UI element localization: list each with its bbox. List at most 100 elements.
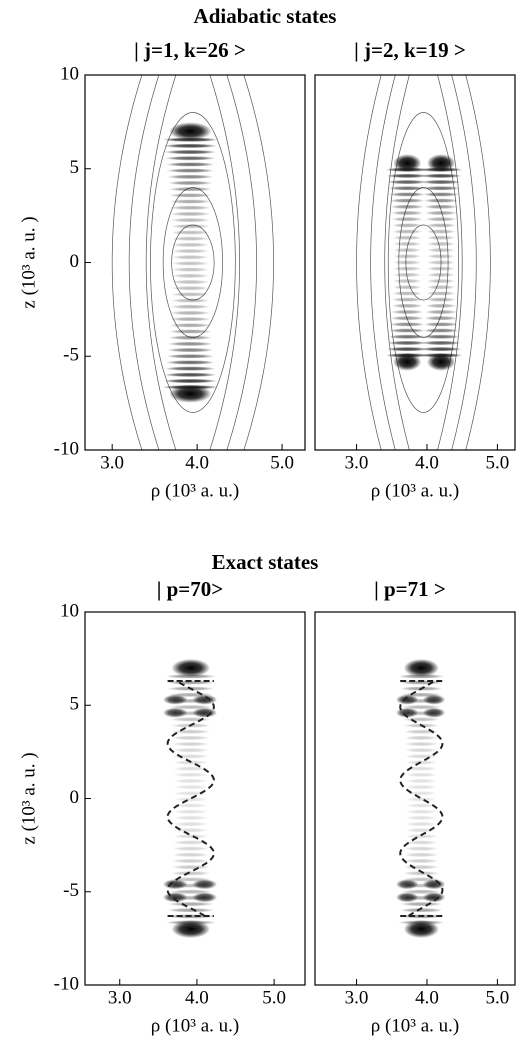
y-tick-label: 10 bbox=[60, 63, 79, 84]
density-stripe bbox=[170, 717, 212, 722]
density-blob bbox=[169, 122, 212, 141]
density-stripe bbox=[173, 803, 208, 808]
density-stripe bbox=[165, 360, 215, 365]
y-axis-label: z (10³ a. u. ) bbox=[18, 216, 39, 308]
density-blob bbox=[393, 154, 422, 173]
density-blob bbox=[422, 879, 446, 890]
y-tick-label: -5 bbox=[63, 345, 79, 366]
density-stripe bbox=[405, 815, 438, 821]
density-blob bbox=[162, 707, 188, 718]
density-stripe bbox=[405, 766, 438, 771]
contour bbox=[145, 75, 177, 450]
density-stripe bbox=[172, 846, 210, 851]
density-stripe bbox=[167, 901, 214, 907]
density-blob bbox=[403, 658, 439, 677]
density-stripe bbox=[167, 347, 214, 353]
density-stripe bbox=[173, 766, 209, 771]
density-stripe bbox=[420, 346, 462, 352]
x-tick-label: 4.0 bbox=[185, 987, 209, 1008]
density-stripe bbox=[170, 871, 211, 876]
density-stripe bbox=[171, 267, 210, 272]
density-blob bbox=[192, 694, 217, 705]
density-blob bbox=[426, 352, 456, 371]
plot-frame bbox=[314, 611, 516, 986]
density-stripe bbox=[169, 323, 212, 328]
density-stripe bbox=[425, 297, 457, 302]
density-stripe bbox=[167, 180, 213, 186]
density-stripe bbox=[168, 193, 212, 198]
contour bbox=[356, 75, 382, 450]
density-stripe bbox=[424, 204, 458, 210]
density-stripe bbox=[423, 198, 459, 203]
density-stripe bbox=[405, 791, 437, 796]
density-stripe bbox=[164, 149, 217, 155]
density-stripe bbox=[405, 778, 437, 784]
density-stripe bbox=[173, 784, 208, 790]
density-stripe bbox=[390, 204, 424, 210]
density-stripe bbox=[393, 272, 422, 278]
density-blob bbox=[426, 154, 456, 173]
density-stripe bbox=[172, 834, 209, 839]
density-stripe bbox=[173, 821, 209, 827]
density-stripe bbox=[170, 298, 210, 303]
panel-title: | j=1, k=26 > bbox=[134, 38, 246, 62]
density-stripe bbox=[171, 292, 210, 297]
panel-title: | p=70> bbox=[157, 577, 224, 601]
panel-title: | p=71 > bbox=[374, 577, 446, 601]
density-stripe bbox=[392, 229, 423, 234]
x-tick-label: 4.0 bbox=[415, 452, 439, 473]
density-stripe bbox=[392, 241, 422, 247]
density-stripe bbox=[168, 329, 212, 334]
density-stripe bbox=[170, 224, 210, 229]
density-stripe bbox=[165, 156, 216, 161]
density-stripe bbox=[422, 334, 460, 339]
density-stripe bbox=[172, 747, 210, 753]
density-stripe bbox=[168, 186, 213, 192]
contour bbox=[465, 75, 491, 450]
density-stripe bbox=[422, 186, 460, 191]
density-stripe bbox=[424, 309, 458, 315]
density-stripe bbox=[391, 223, 423, 228]
density-blob bbox=[162, 879, 188, 890]
x-tick-label: 3.0 bbox=[100, 452, 124, 473]
density-stripe bbox=[172, 852, 210, 858]
density-stripe bbox=[170, 211, 211, 217]
density-stripe bbox=[166, 354, 215, 359]
density-stripe bbox=[425, 223, 457, 228]
density-stripe bbox=[405, 809, 437, 814]
density-stripe bbox=[171, 864, 211, 870]
dashed-curve bbox=[399, 680, 444, 917]
density-stripe bbox=[167, 174, 214, 180]
x-tick-label: 5.0 bbox=[486, 452, 510, 473]
density-stripe bbox=[388, 334, 427, 339]
density-stripe bbox=[404, 846, 439, 851]
x-tick-label: 4.0 bbox=[185, 452, 209, 473]
density-stripe bbox=[169, 199, 212, 204]
density-stripe bbox=[425, 216, 457, 222]
density-stripe bbox=[426, 254, 456, 259]
density-stripe bbox=[405, 834, 438, 839]
density-stripe bbox=[426, 260, 456, 265]
density-stripe bbox=[173, 772, 209, 778]
density-stripe bbox=[389, 322, 425, 327]
density-stripe bbox=[421, 340, 461, 346]
y-tick-label: 5 bbox=[70, 157, 80, 178]
plot-area bbox=[111, 75, 274, 450]
density-blob bbox=[162, 694, 188, 705]
density-stripe bbox=[403, 864, 440, 870]
plot-area bbox=[356, 75, 491, 450]
density-stripe bbox=[173, 778, 208, 784]
density-stripe bbox=[173, 815, 208, 821]
density-blob bbox=[403, 920, 439, 939]
density-stripe bbox=[392, 291, 423, 296]
density-stripe bbox=[166, 168, 215, 173]
contour bbox=[387, 112, 460, 413]
density-stripe bbox=[405, 803, 437, 808]
density-stripe bbox=[163, 378, 218, 384]
figure-title: Adiabatic states bbox=[194, 4, 337, 28]
x-tick-label: 5.0 bbox=[262, 987, 286, 1008]
figure-title: Exact states bbox=[212, 550, 319, 574]
density-blob bbox=[422, 694, 446, 705]
density-blob bbox=[422, 892, 446, 903]
contour bbox=[209, 75, 240, 450]
